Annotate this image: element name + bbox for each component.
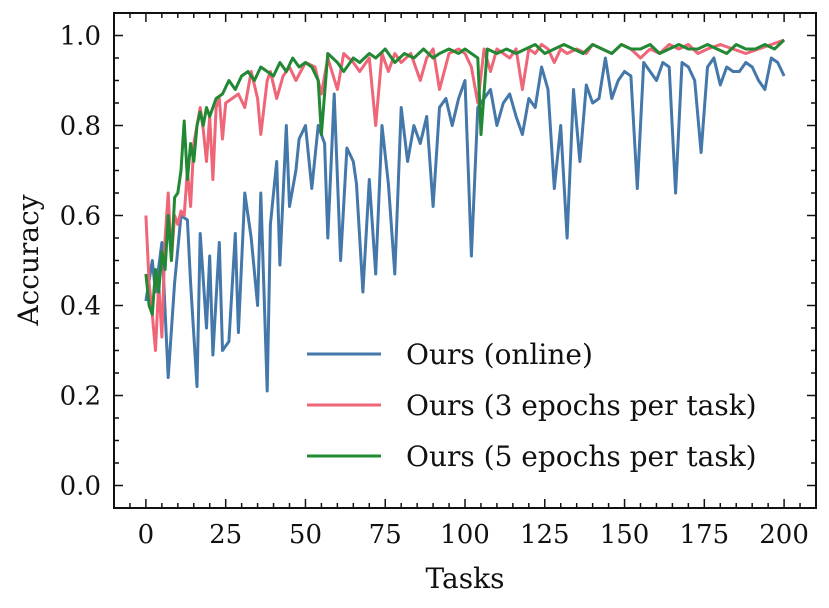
- plot-frame: [113, 12, 817, 509]
- x-tick-label: 150: [600, 520, 650, 550]
- y-tick-labels: 0.0 0.2 0.4 0.6 0.8 1.0: [60, 22, 101, 502]
- y-tick-label: 0.6: [60, 202, 101, 232]
- y-axis-label: Accuracy: [12, 194, 45, 326]
- x-tick-label: 200: [759, 520, 809, 550]
- legend-label-1: Ours (online): [406, 338, 593, 371]
- x-tick-label: 25: [209, 520, 242, 550]
- series-line-3: [144, 38, 786, 316]
- x-tick-label: 100: [440, 520, 490, 550]
- y-tick-label: 1.0: [60, 22, 101, 52]
- legend: Ours (online) Ours (3 epochs per task) Our…: [307, 338, 757, 473]
- x-tick-labels: 0 25 50 75 100 125 150 175 200: [138, 520, 809, 550]
- y-tick-label: 0.4: [60, 292, 101, 322]
- x-axis-label: Tasks: [426, 562, 505, 595]
- legend-label-2: Ours (3 epochs per task): [406, 389, 757, 422]
- legend-label-3: Ours (5 epochs per task): [406, 440, 757, 473]
- y-tick-label: 0.8: [60, 112, 101, 142]
- x-tick-label: 0: [138, 520, 155, 550]
- series-line-1: [144, 56, 786, 393]
- series-layer: [144, 38, 786, 393]
- x-tick-label: 175: [679, 520, 729, 550]
- x-tick-label: 50: [289, 520, 322, 550]
- y-tick-label: 0.2: [60, 382, 101, 412]
- x-tick-label: 75: [369, 520, 402, 550]
- y-tick-label: 0.0: [60, 472, 101, 502]
- x-tick-label: 125: [520, 520, 570, 550]
